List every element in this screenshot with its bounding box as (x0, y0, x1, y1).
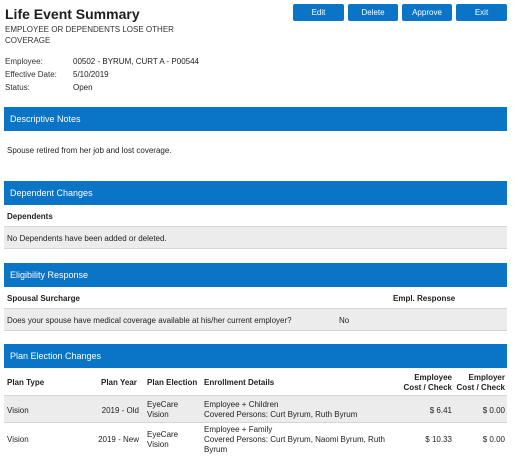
employee-value: 00502 - BYRUM, CURT A - P00544 (73, 57, 199, 66)
enrollment-cell-line1: Employee + Family (204, 425, 273, 434)
dependents-row: No Dependents have been added or deleted… (4, 226, 507, 249)
edit-button[interactable]: Edit (293, 4, 344, 21)
dependents-row-text: No Dependents have been added or deleted… (7, 234, 167, 243)
empl-response-column: Empl. Response (393, 294, 456, 303)
plan-election-cell-line2: Vision (147, 440, 169, 449)
employee-cost-column-line1: Employee (414, 373, 452, 382)
enrollment-cell-line3: Byrum (204, 445, 228, 454)
eligibility-response-header: Eligibility Response (4, 263, 507, 287)
spousal-surcharge-column: Spousal Surcharge (7, 294, 80, 303)
effective-date-value: 5/10/2019 (73, 70, 109, 79)
enrollment-cell-line2: Covered Persons: Curt Byrum, Naomi Byrum… (204, 435, 385, 444)
plan-year-column: Plan Year (101, 378, 137, 387)
plan-election-cell-line1: EyeCare (147, 400, 179, 409)
enrollment-cell-line1: Employee + Children (204, 400, 279, 409)
approve-button[interactable]: Approve (402, 4, 452, 21)
employer-cost-cell: $ 0.00 (482, 406, 505, 415)
dependents-column-header: Dependents (7, 212, 53, 221)
descriptive-notes-text: Spouse retired from her job and lost cov… (7, 146, 172, 155)
status-label: Status: (5, 83, 30, 92)
plan-type-column: Plan Type (7, 378, 45, 387)
enrollment-details-column: Enrollment Details (204, 378, 275, 387)
eligibility-answer: No (339, 316, 350, 325)
employee-cost-column-line2: Cost / Check (403, 383, 452, 392)
employee-cost-cell: $ 10.33 (425, 435, 452, 444)
employer-cost-column-line1: Employer (468, 373, 505, 382)
plan-type-cell: Vision (7, 435, 29, 444)
plan-year-cell: 2019 - New (98, 435, 139, 444)
plan-election-column: Plan Election (147, 378, 198, 387)
employee-label: Employee: (5, 57, 43, 66)
plan-election-changes-header: Plan Election Changes (4, 344, 507, 368)
dependent-changes-header: Dependent Changes (4, 181, 507, 205)
plan-election-cell-line1: EyeCare (147, 430, 179, 439)
table-row: Vision 2019 - Old EyeCare Vision Employe… (4, 395, 507, 423)
descriptive-notes-header: Descriptive Notes (4, 107, 507, 131)
eligibility-question: Does your spouse have medical coverage a… (7, 316, 292, 325)
life-event-type: EMPLOYEE OR DEPENDENTS LOSE OTHER COVERA… (5, 25, 174, 45)
status-value: Open (73, 83, 93, 92)
employer-cost-column-line2: Cost / Check (456, 383, 505, 392)
exit-button[interactable]: Exit (456, 4, 507, 21)
employer-cost-cell: $ 0.00 (482, 435, 505, 444)
eligibility-row: Does your spouse have medical coverage a… (4, 308, 507, 331)
employee-cost-cell: $ 6.41 (429, 406, 452, 415)
page-title: Life Event Summary (5, 6, 140, 22)
plan-election-cell-line2: Vision (147, 410, 169, 419)
delete-button[interactable]: Delete (348, 4, 398, 21)
plan-year-cell: 2019 - Old (101, 406, 139, 415)
enrollment-cell-line2: Covered Persons: Curt Byrum, Ruth Byrum (204, 410, 358, 419)
effective-date-label: Effective Date: (5, 70, 57, 79)
plan-type-cell: Vision (7, 406, 29, 415)
table-row: Vision 2019 - New EyeCare Vision Employe… (4, 423, 507, 457)
